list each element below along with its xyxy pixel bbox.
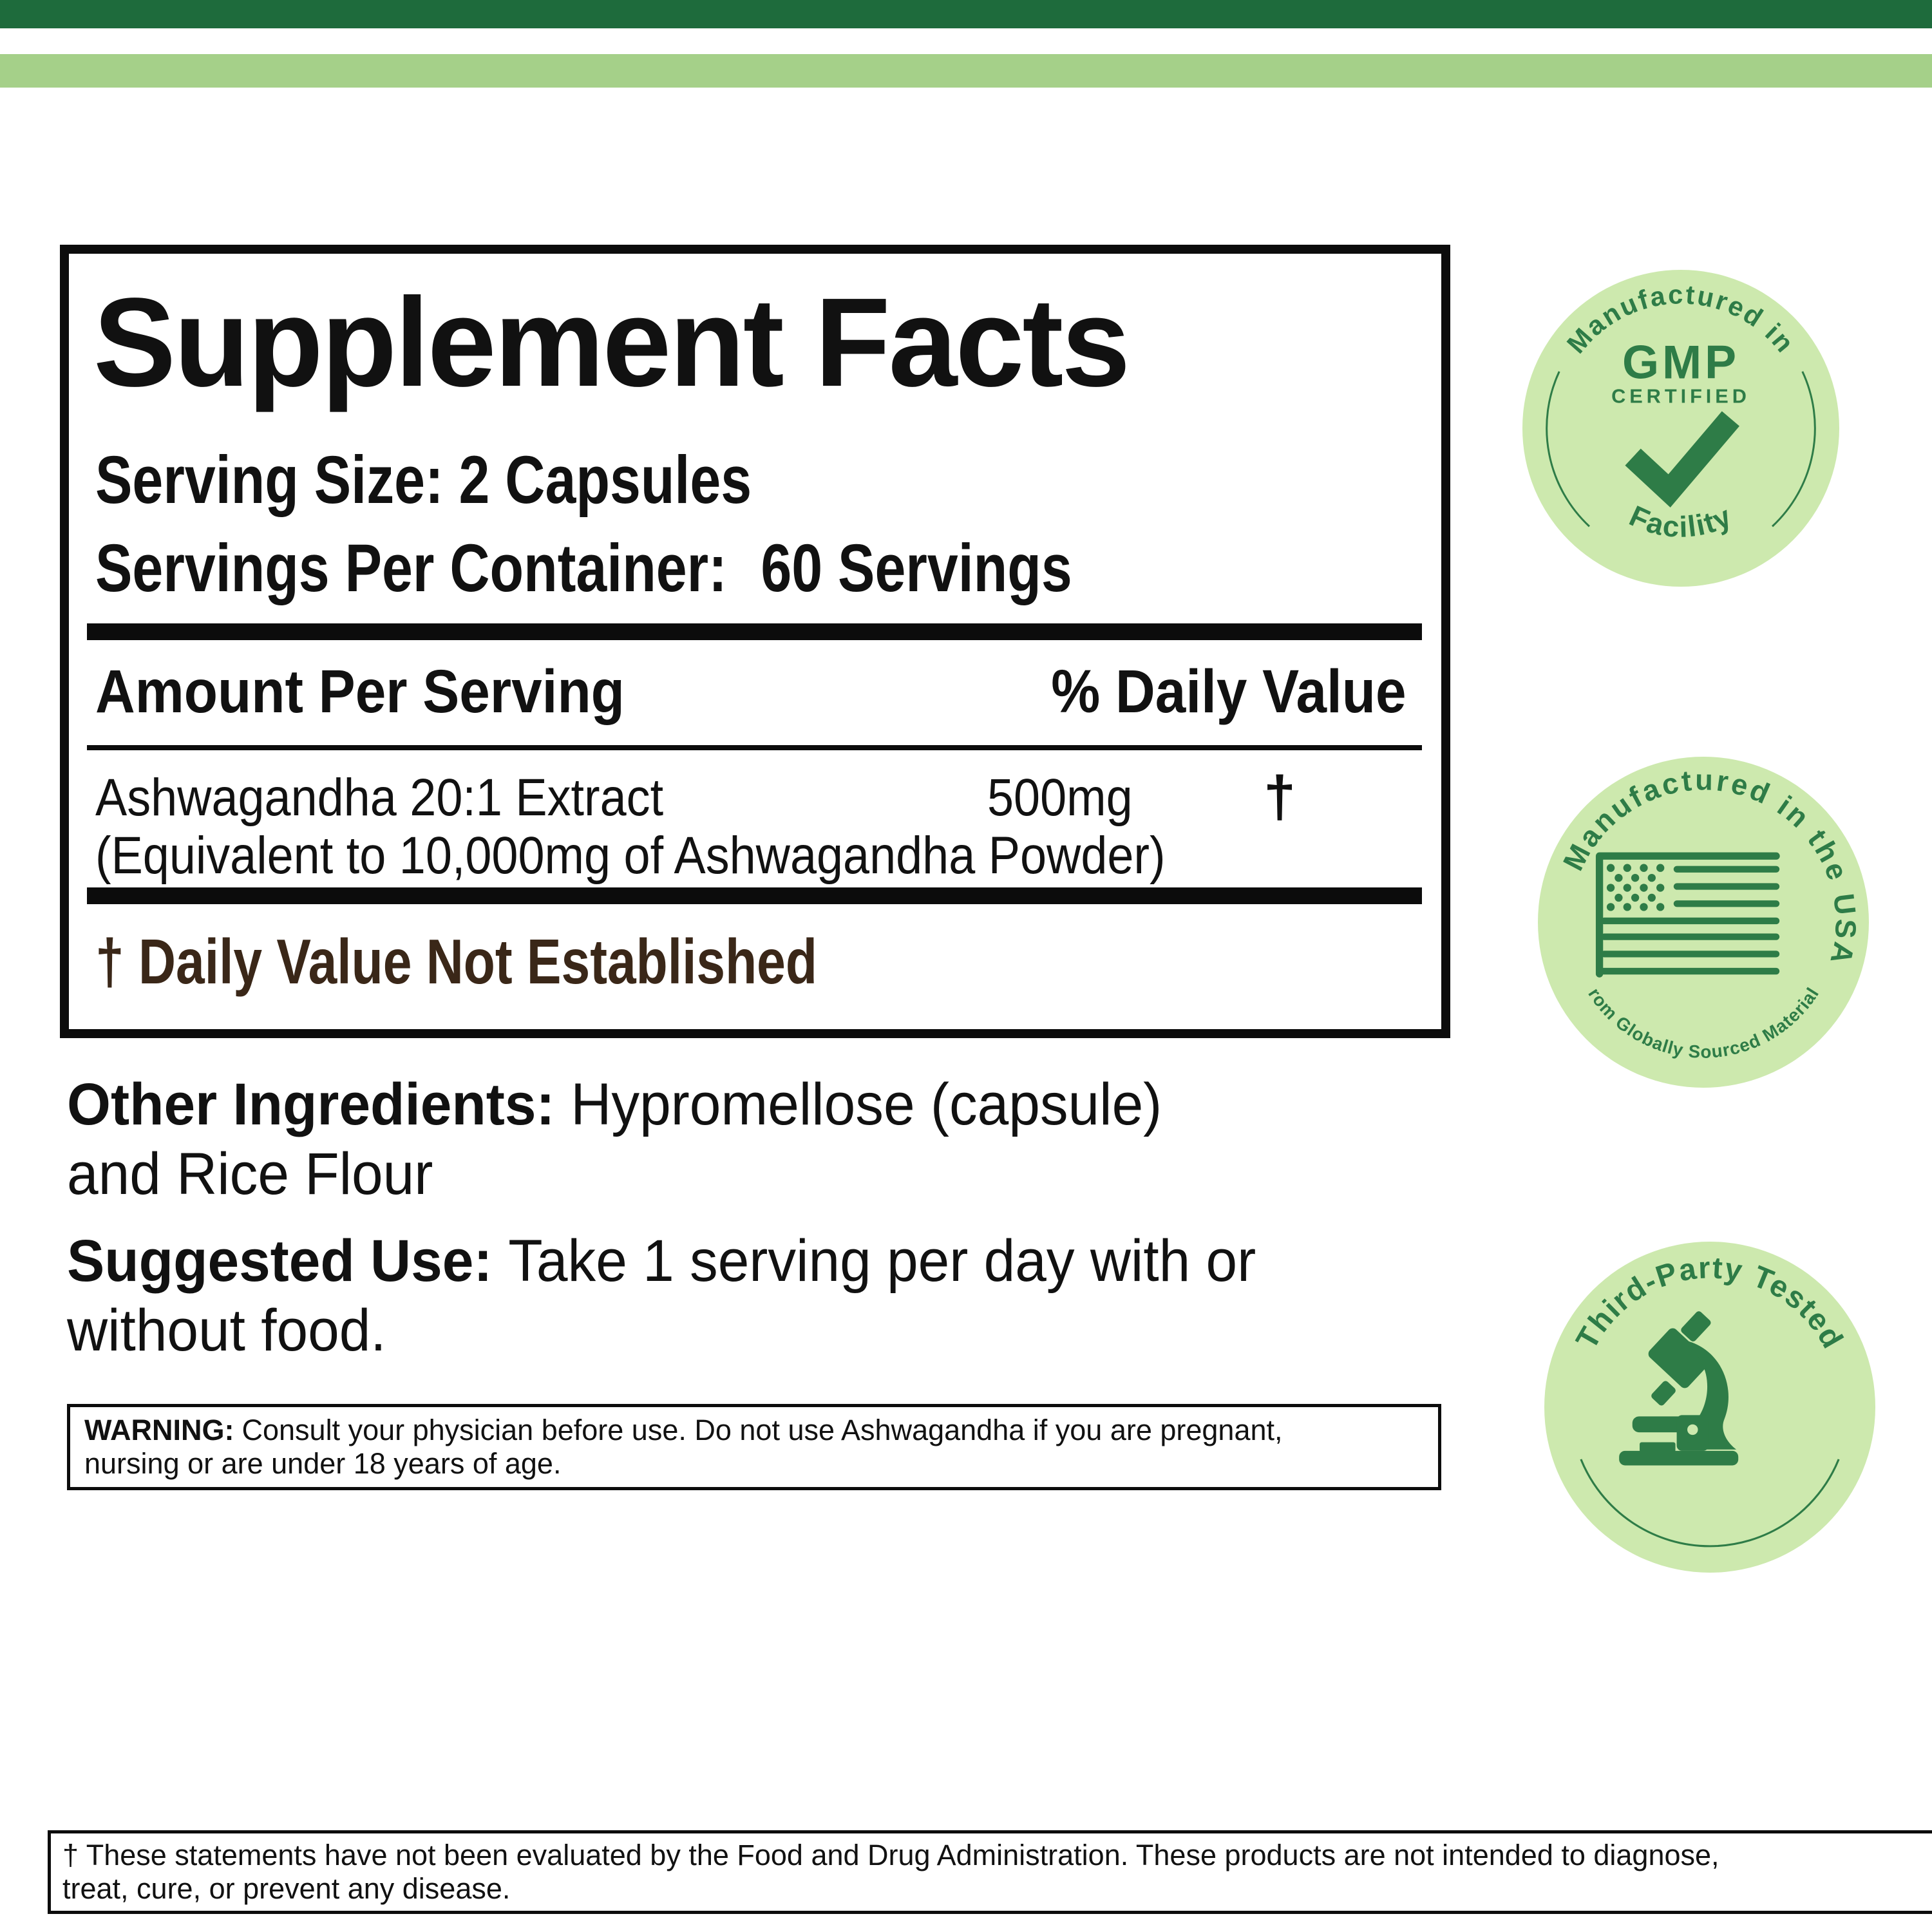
us-flag-icon	[1595, 852, 1780, 978]
microscope-knob-hole	[1687, 1424, 1698, 1435]
ingredient-dv-dagger: †	[1264, 765, 1296, 829]
disclaimer-line1: † These statements have not been evaluat…	[62, 1839, 1719, 1871]
accent-bar	[0, 54, 1932, 88]
panel-title: Supplement Facts	[93, 272, 1130, 413]
flag-stars	[1606, 864, 1665, 911]
ingredient-amount: 500mg	[987, 768, 1133, 827]
checkmark-icon	[1625, 411, 1739, 508]
flag-stripes	[1598, 866, 1780, 975]
servings-per-container-value: 60 Servings	[761, 531, 1072, 606]
servings-per-container-label: Servings Per Container:	[95, 531, 727, 606]
warning-label: WARNING:	[84, 1414, 234, 1446]
microscope-icon	[1619, 1311, 1739, 1466]
gmp-name: GMP	[1622, 336, 1739, 389]
microscope-base	[1619, 1450, 1739, 1466]
divider-thick-2	[87, 887, 1422, 904]
daily-value-header: % Daily Value	[1051, 658, 1406, 726]
suggested-use-label: Suggested Use:	[67, 1228, 493, 1294]
ingredient-equivalent: (Equivalent to 10,000mg of Ashwagandha P…	[95, 826, 1166, 885]
ingredient-name: Ashwagandha 20:1 Extract	[95, 768, 664, 827]
daily-value-footnote: † Daily Value Not Established	[95, 926, 817, 997]
warning-text1: Consult your physician before use. Do no…	[242, 1414, 1283, 1446]
inner-arc-left	[1546, 371, 1590, 527]
serving-size-row: Serving Size: 2 Capsules	[95, 442, 752, 518]
fda-disclaimer-box: † These statements have not been evaluat…	[48, 1830, 1932, 1915]
other-ingredients: Other Ingredients: Hypromellose (capsule)…	[67, 1070, 1162, 1209]
suggested-use: Suggested Use: Take 1 serving per day wit…	[67, 1227, 1256, 1365]
top-bar	[0, 0, 1932, 28]
warning-line1: WARNING: Consult your physician before us…	[84, 1414, 1424, 1447]
badge-circle	[1522, 269, 1840, 587]
suggested-use-line1: Take 1 serving per day with or	[508, 1228, 1256, 1294]
third-party-tested-badge: Third-Party Tested	[1544, 1242, 1875, 1573]
other-ingredients-label: Other Ingredients:	[67, 1072, 555, 1137]
warning-box: WARNING: Consult your physician before us…	[67, 1404, 1441, 1491]
other-ingredients-line1: Hypromellose (capsule)	[571, 1072, 1162, 1137]
inner-arc-right	[1772, 371, 1816, 527]
servings-per-container-row: Servings Per Container: 60 Servings	[95, 533, 1072, 604]
inner-arc-bottom	[1580, 1459, 1840, 1548]
warning-line2: nursing or are under 18 years of age.	[84, 1447, 562, 1481]
other-ingredients-line2: and Rice Flour	[67, 1141, 433, 1207]
gmp-certified-label: CERTIFIED	[1611, 384, 1750, 407]
serving-size-label: Serving Size:	[95, 442, 444, 518]
amount-per-serving-header: Amount Per Serving	[95, 658, 625, 726]
disclaimer-line2: treat, cure, or prevent any disease.	[62, 1872, 511, 1906]
flag-pole-and-top	[1595, 852, 1780, 978]
supplement-facts-panel: Supplement Facts Serving Size: 2 Capsules…	[60, 245, 1450, 1038]
gmp-certified-badge: Manufactured in GMP CERTIFIED Facility	[1522, 269, 1840, 587]
microscope-substage	[1640, 1442, 1676, 1452]
suggested-use-line2: without food.	[67, 1297, 386, 1363]
divider-thin	[87, 745, 1422, 750]
made-in-usa-badge: Manufactured in the USA From Globally So…	[1538, 757, 1869, 1088]
divider-thick	[87, 623, 1422, 640]
serving-size-value: 2 Capsules	[459, 442, 752, 518]
